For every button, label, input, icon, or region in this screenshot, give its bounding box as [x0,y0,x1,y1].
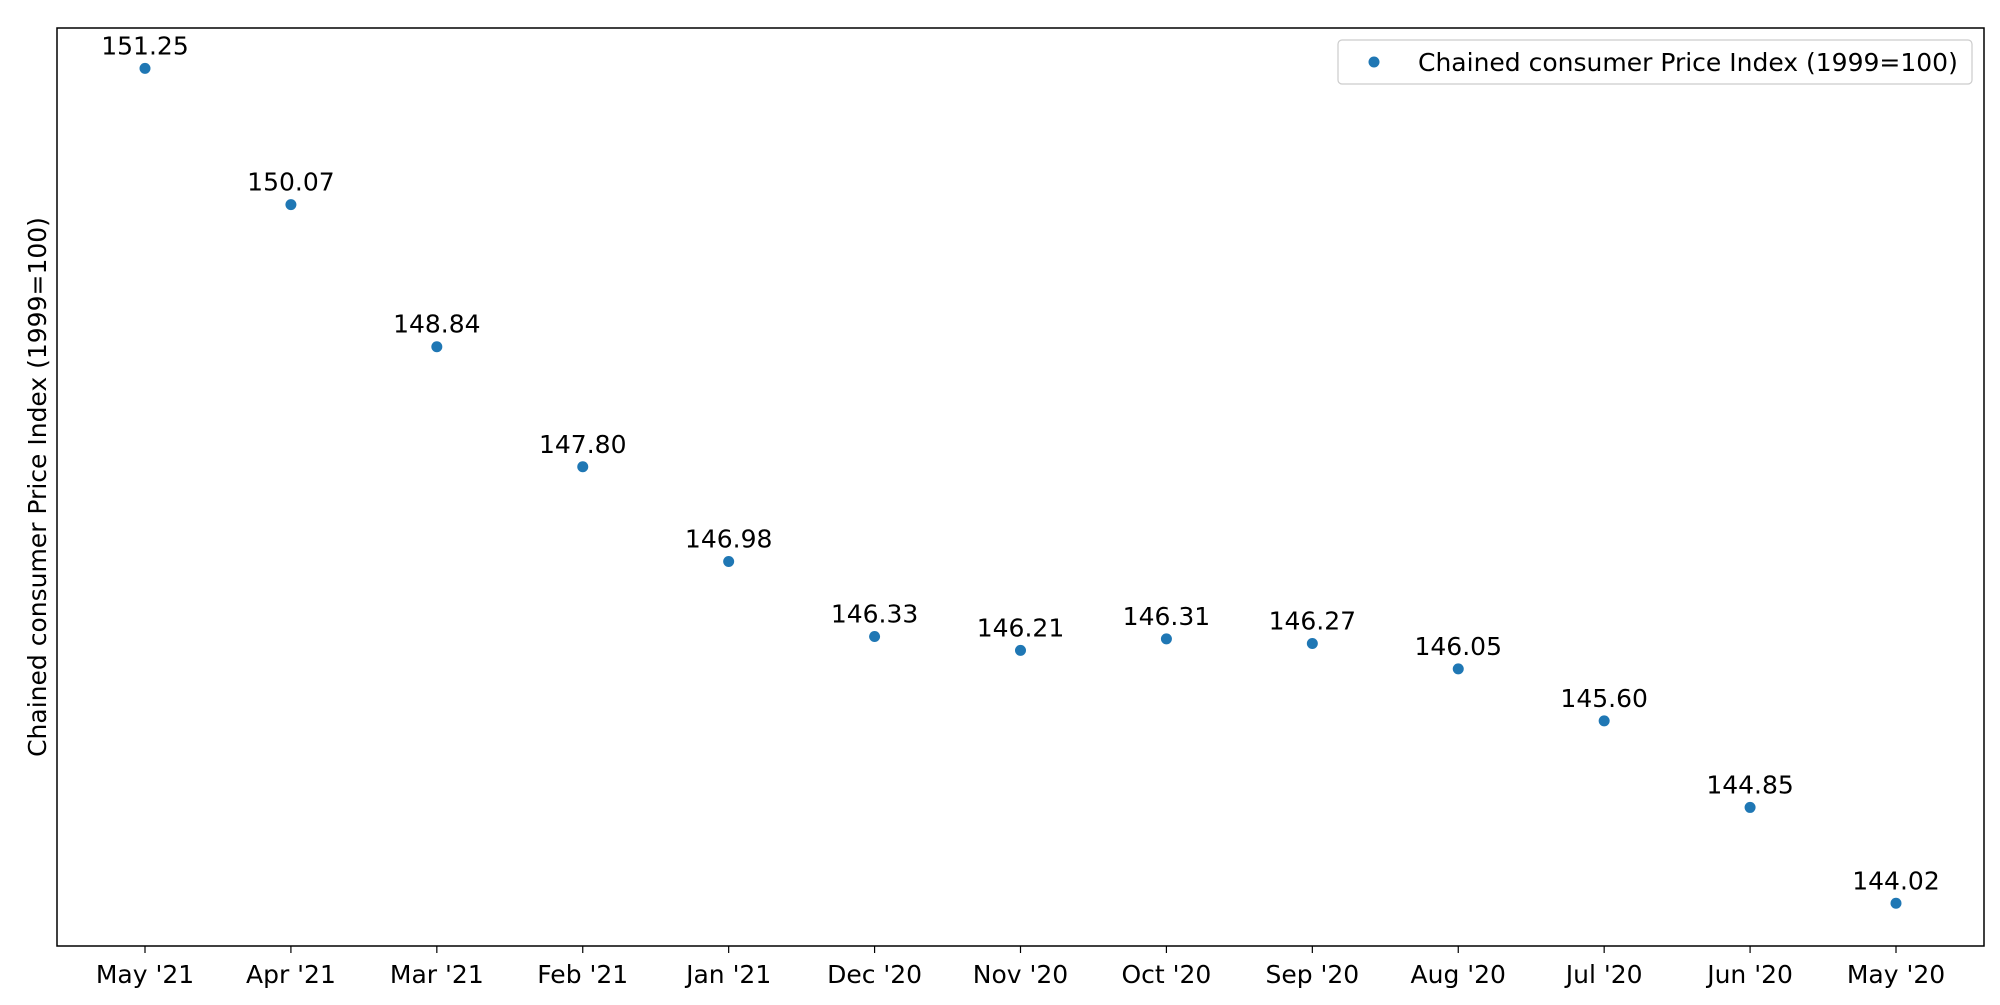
data-label: 144.02 [1852,866,1939,895]
data-point [1015,644,1026,656]
x-axis-ticks: May '21 Apr '21 Mar '21 Feb '21 Jan '21 Dec '… [96,946,1945,989]
x-tick-label: Mar '21 [390,960,484,989]
data-point [1160,633,1172,645]
data-point [1306,637,1318,649]
x-tick-label: Dec '20 [827,960,922,989]
data-point [139,62,151,74]
x-tick-label: Aug '20 [1411,960,1506,989]
data-label: 148.84 [393,310,480,339]
data-label: 144.85 [1706,770,1793,799]
data-label: 146.33 [831,600,918,629]
data-label: 146.21 [977,613,1064,642]
data-point [577,461,589,473]
x-tick-label: May '20 [1847,960,1945,989]
x-tick-label: Feb '21 [537,960,628,989]
x-tick-label: May '21 [96,960,194,989]
data-label: 151.25 [101,31,188,60]
data-point [869,631,881,643]
data-label: 145.60 [1560,684,1647,713]
data-label: 150.07 [247,168,334,197]
x-tick-label: Jul '20 [1564,960,1643,989]
x-tick-label: Jun '20 [1705,960,1793,989]
data-point [1452,663,1464,675]
data-point [431,341,443,353]
x-tick-label: Apr '21 [246,960,336,989]
legend: Chained consumer Price Index (1999=100) [1337,39,1973,85]
data-labels: 151.25 150.07 148.84 147.80 146.98 146.33 146.… [101,31,1939,895]
data-point [1598,715,1610,727]
data-point [285,199,297,211]
data-point [723,555,735,567]
plot-frame [56,27,1985,947]
x-tick-label: Oct '20 [1121,960,1211,989]
x-tick-label: Nov '20 [973,960,1068,989]
data-label: 147.80 [539,430,626,459]
x-tick-label: Sep '20 [1265,960,1359,989]
data-point [1890,897,1902,909]
data-points [139,62,1902,909]
data-label: 146.05 [1415,632,1502,661]
legend-box [1337,39,1973,85]
data-label: 146.31 [1123,602,1210,631]
legend-marker [1368,56,1380,68]
data-label: 146.98 [685,524,772,553]
data-label: 146.27 [1269,606,1356,635]
y-axis-label: Chained consumer Price Index (1999=100) [23,217,52,757]
x-tick-label: Jan '21 [684,960,771,989]
data-point [1744,801,1756,813]
legend-label: Chained consumer Price Index (1999=100) [1418,48,1958,77]
